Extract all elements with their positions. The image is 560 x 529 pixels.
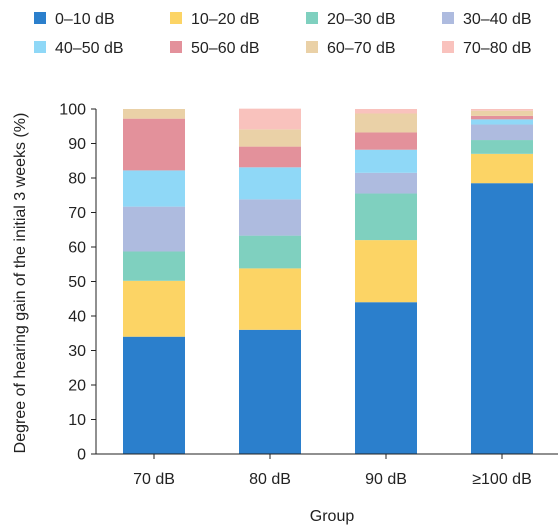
bar-segment [239,329,301,454]
bar-segment [471,124,533,141]
y-tick-label: 90 [68,136,86,153]
bar-segment [239,235,301,269]
legend-swatch [34,12,46,24]
bar-segment [355,193,417,241]
y-tick-label: 100 [59,102,86,119]
bar-segment [471,109,533,111]
x-axis: 70 dB 80 dB 90 dB ≥100 dB [96,453,558,488]
bar-segment [355,240,417,303]
y-tick-label: 60 [68,240,86,257]
bar-segment [355,109,417,114]
legend-swatch [170,41,182,53]
legend: 0–10 dB 10–20 dB 20–30 dB 30–40 dB 40–50 dB 5… [34,11,532,57]
bar-segment [123,206,185,252]
bar-segment [123,118,185,171]
y-tick-label: 80 [68,171,86,188]
legend-swatch [442,41,454,53]
y-tick-label: 20 [68,378,86,395]
bar-segment [239,268,301,330]
x-tick-label: ≥100 dB [472,471,532,488]
bar-segment [355,172,417,194]
legend-swatch [442,12,454,24]
legend-label: 50–60 dB [191,40,260,57]
bar-segment [123,251,185,281]
y-tick-label: 50 [68,274,86,291]
legend-label: 0–10 dB [55,11,115,28]
legend-label: 10–20 dB [191,11,260,28]
bar-segment [355,149,417,173]
bar-segment [123,336,185,454]
legend-label: 20–30 dB [327,11,396,28]
y-axis: 0 10 20 30 40 50 60 70 80 90 100 [59,102,97,464]
bar-segment [471,183,533,455]
x-tick-label: 90 dB [365,471,407,488]
bars [123,108,533,455]
bar-segment [123,109,185,119]
bar-segment [471,110,533,116]
bar-segment [355,132,417,150]
y-tick-label: 10 [68,412,86,429]
bar-segment [355,113,417,133]
bar-segment [471,140,533,154]
y-tick-label: 30 [68,343,86,360]
legend-swatch [170,12,182,24]
bar-segment [239,199,301,236]
bar-segment [239,108,301,130]
legend-swatch [306,41,318,53]
bar-segment [471,119,533,125]
legend-label: 70–80 dB [463,40,532,57]
legend-label: 30–40 dB [463,11,532,28]
bar-segment [123,170,185,207]
x-axis-title: Group [310,508,355,525]
y-axis-title: Degree of hearing gain of the initial 3 … [12,113,29,454]
bar-segment [239,167,301,200]
bar-segment [471,115,533,120]
legend-swatch [34,41,46,53]
y-tick-label: 40 [68,309,86,326]
y-tick-label: 0 [77,447,86,464]
bar-segment [471,153,533,184]
x-tick-label: 80 dB [249,471,291,488]
bar-segment [239,129,301,147]
y-tick-label: 70 [68,205,86,222]
x-tick-label: 70 dB [133,471,175,488]
legend-label: 60–70 dB [327,40,396,57]
legend-swatch [306,12,318,24]
bar-segment [239,146,301,168]
legend-label: 40–50 dB [55,40,124,57]
bar-segment [123,280,185,337]
bar-segment [355,302,417,454]
